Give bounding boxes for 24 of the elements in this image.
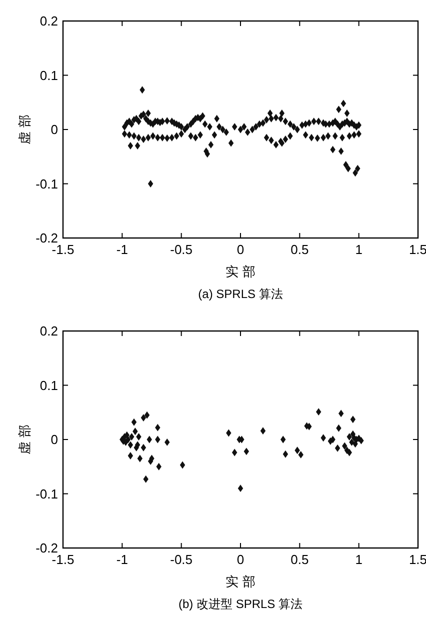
y-tick-label: 0.1 [40,378,58,393]
x-tick-label: 0.5 [290,242,309,257]
y-tick-label: 0 [50,122,58,137]
x-tick-label: 0.5 [290,552,309,567]
text: (a) SPRLS 算法 [198,287,283,301]
x-tick-label: 0 [236,242,244,257]
x-tick-label: -0.5 [170,242,193,257]
y-tick-label: 0.2 [40,324,58,338]
y-axis-title: 虚 部 [17,424,32,454]
y-tick-label: -0.1 [36,486,58,502]
x-tick-label: 1 [355,242,362,257]
x-tick-label: 0 [236,552,244,567]
x-tick-label: -1 [116,242,128,257]
x-axis-title: 实 部 [226,264,256,279]
y-tick-label: 0.1 [40,68,58,83]
text: (b) 改进型 SPRLS 算法 [178,597,303,611]
y-tick-label: 0.2 [40,14,58,28]
x-tick-label: 1 [355,552,362,567]
x-axis-title: 实 部 [226,574,256,589]
x-tick-label: -0.5 [170,552,193,567]
y-tick-label: -0.1 [36,176,58,192]
x-tick-label: -1 [116,552,128,567]
y-tick-label: 0 [50,432,58,447]
y-axis-title: 虚 部 [17,114,32,144]
